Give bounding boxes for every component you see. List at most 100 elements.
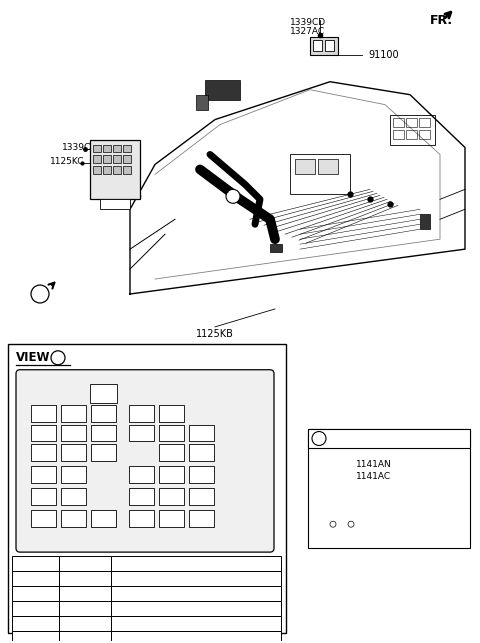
Text: a: a (169, 471, 174, 480)
Bar (270, 244, 282, 252)
Text: e: e (42, 449, 46, 458)
Text: 1327AC: 1327AC (290, 27, 325, 36)
Text: 1125KB: 1125KB (196, 329, 234, 339)
Bar (318, 159, 338, 174)
Circle shape (31, 285, 49, 303)
Text: d: d (140, 471, 144, 480)
Bar (93, 167, 101, 174)
Bar (419, 118, 430, 127)
Bar (129, 466, 154, 484)
Bar (189, 511, 214, 527)
Text: e: e (42, 493, 46, 502)
Bar (59, 556, 111, 571)
Bar (205, 80, 240, 100)
Bar (123, 156, 131, 163)
Bar (103, 167, 111, 174)
Bar (61, 488, 86, 505)
Bar (393, 118, 404, 127)
Text: b: b (140, 429, 144, 438)
Bar (59, 631, 111, 643)
Bar (103, 156, 111, 163)
Text: a: a (32, 574, 38, 583)
FancyBboxPatch shape (16, 370, 274, 552)
Bar (189, 444, 214, 462)
Bar (406, 118, 417, 127)
Bar (91, 404, 116, 422)
Text: SYMBOL: SYMBOL (15, 559, 54, 568)
Bar (420, 214, 430, 229)
Bar (159, 424, 184, 442)
Text: c: c (200, 449, 204, 458)
Bar (91, 511, 116, 527)
Text: LP-MINI FUSE 7.5A: LP-MINI FUSE 7.5A (157, 574, 235, 583)
Bar (123, 167, 131, 174)
Text: c: c (72, 449, 76, 458)
Text: b: b (102, 429, 107, 438)
Circle shape (348, 521, 354, 527)
Bar (91, 444, 116, 462)
Bar (12, 586, 59, 601)
Text: b: b (42, 429, 47, 438)
Text: 18791C: 18791C (69, 619, 101, 628)
Bar (393, 129, 404, 138)
Bar (12, 601, 59, 616)
Bar (61, 511, 86, 527)
Text: 1339CC: 1339CC (62, 143, 97, 152)
Bar (59, 571, 111, 586)
Bar (159, 511, 184, 527)
Text: b: b (102, 409, 107, 418)
Bar (31, 488, 56, 505)
Bar (90, 140, 140, 199)
Bar (290, 154, 350, 194)
Bar (12, 556, 59, 571)
Bar (61, 466, 86, 484)
Bar (59, 616, 111, 631)
Text: e: e (72, 429, 76, 438)
Text: b: b (169, 493, 174, 502)
Bar (12, 631, 59, 643)
Bar (111, 616, 281, 631)
Bar (100, 199, 130, 209)
Text: d: d (140, 515, 144, 524)
Text: c: c (200, 515, 204, 524)
Bar (308, 428, 470, 448)
Bar (129, 511, 154, 527)
Text: 18791D: 18791D (69, 633, 101, 642)
Text: e: e (72, 515, 76, 524)
Bar (31, 424, 56, 442)
Text: b: b (169, 449, 174, 458)
Bar (129, 488, 154, 505)
Text: d: d (140, 493, 144, 502)
Bar (129, 404, 154, 422)
Text: a: a (230, 192, 236, 201)
Text: c: c (200, 471, 204, 480)
Bar (310, 37, 338, 55)
Bar (129, 424, 154, 442)
Text: LP-MINI FUSE 25A: LP-MINI FUSE 25A (159, 633, 233, 642)
Bar (93, 156, 101, 163)
Text: c: c (33, 603, 37, 612)
Text: c: c (72, 471, 76, 480)
Bar (115, 201, 123, 207)
Bar (103, 145, 111, 152)
Bar (196, 95, 208, 109)
Bar (12, 616, 59, 631)
Text: b: b (140, 409, 144, 418)
Bar (313, 40, 322, 51)
Circle shape (330, 521, 336, 527)
Bar (111, 571, 281, 586)
Text: A: A (55, 353, 61, 362)
Text: a: a (316, 434, 322, 443)
Text: e: e (32, 633, 38, 642)
Bar (111, 586, 281, 601)
Text: PART NAME: PART NAME (169, 559, 223, 568)
Circle shape (51, 351, 65, 365)
Circle shape (312, 431, 326, 446)
Text: FR.: FR. (430, 14, 453, 27)
Bar (159, 488, 184, 505)
Text: a: a (169, 515, 174, 524)
Text: b: b (169, 409, 174, 418)
Circle shape (226, 189, 240, 203)
Bar (111, 601, 281, 616)
Text: 18791B: 18791B (69, 603, 101, 612)
